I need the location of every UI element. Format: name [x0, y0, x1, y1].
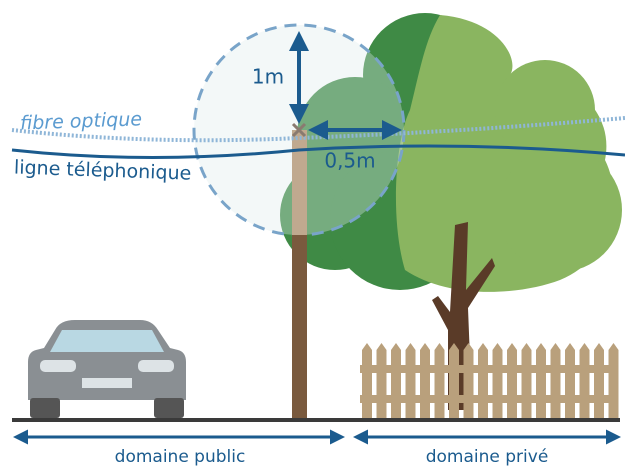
diagram: fibre optique ligne téléphonique 1m 0,5m…: [0, 0, 625, 468]
fence: [360, 343, 619, 418]
fence-picket: [435, 343, 445, 418]
fence-picket: [551, 343, 561, 418]
fence-picket: [406, 343, 416, 418]
fence-picket: [377, 343, 387, 418]
fence-picket: [478, 343, 488, 418]
fence-picket: [536, 343, 546, 418]
car: [28, 320, 186, 418]
fence-picket: [609, 343, 619, 418]
fence-picket: [493, 343, 503, 418]
fence-picket: [522, 343, 532, 418]
fence-picket: [507, 343, 517, 418]
fence-picket: [362, 343, 372, 418]
fence-picket: [565, 343, 575, 418]
fence-picket: [594, 343, 604, 418]
fence-picket: [391, 343, 401, 418]
fence-picket: [580, 343, 590, 418]
fiber-label: fibre optique: [20, 108, 143, 134]
fence-picket: [420, 343, 430, 418]
private-domain-label: domaine privé: [426, 447, 549, 467]
fence-picket: [449, 343, 459, 418]
public-domain-label: domaine public: [115, 447, 246, 467]
phone-line-label: ligne téléphonique: [14, 157, 192, 185]
vertical-distance-label: 1m: [252, 65, 284, 89]
fence-picket: [464, 343, 474, 418]
horizontal-distance-label: 0,5m: [324, 149, 375, 173]
pole-top: [292, 130, 307, 235]
